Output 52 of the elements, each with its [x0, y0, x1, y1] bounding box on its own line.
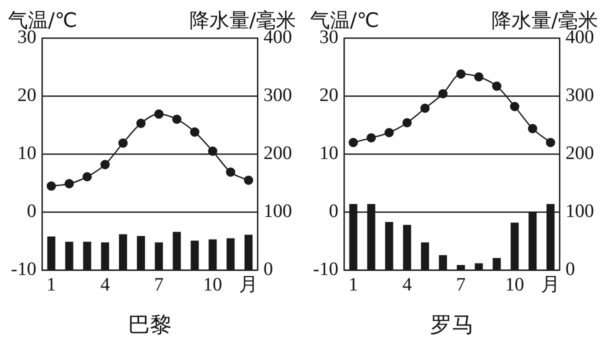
- point: [64, 179, 74, 188]
- point: [528, 124, 538, 134]
- point: [366, 133, 376, 142]
- y-tick-label: -10: [313, 259, 338, 280]
- y2-tick-label: 100: [566, 201, 594, 222]
- y2-tick-label: 100: [264, 201, 292, 222]
- point: [46, 181, 56, 191]
- y2-tick-label: 200: [264, 143, 292, 164]
- y-tick-label: 20: [319, 85, 338, 106]
- point: [510, 102, 520, 112]
- y-tick-label: 10: [17, 143, 36, 164]
- x-tick-label: 4: [402, 274, 412, 296]
- point: [474, 72, 484, 82]
- y2-tick-label: 300: [264, 85, 292, 106]
- y-tick-label: 10: [319, 143, 338, 164]
- point: [172, 114, 182, 124]
- point: [82, 172, 92, 182]
- x-tick-label: 1: [46, 274, 56, 296]
- point: [402, 118, 412, 128]
- x-tick-label: 月: [239, 274, 258, 296]
- y-tick-label: 0: [26, 201, 36, 222]
- point: [154, 109, 164, 119]
- y2-tick-label: 300: [566, 85, 594, 106]
- x-tick-label: 7: [456, 274, 466, 296]
- point: [136, 118, 146, 128]
- point: [348, 138, 358, 148]
- point: [438, 89, 448, 98]
- point: [100, 160, 110, 170]
- y2-tick-label: 200: [566, 143, 594, 164]
- text: 罗马: [430, 313, 474, 338]
- x-tick-label: 月: [541, 274, 560, 296]
- point: [384, 128, 394, 138]
- y-tick-label: 0: [328, 201, 338, 222]
- point: [226, 167, 236, 177]
- x-tick-label: 10: [203, 274, 222, 296]
- y-tick-label: -10: [11, 259, 36, 280]
- point: [492, 82, 502, 91]
- point: [208, 146, 218, 156]
- x-tick-label: 4: [100, 274, 110, 296]
- x-tick-label: 10: [505, 274, 524, 296]
- x-tick-label: 7: [154, 274, 164, 296]
- point: [190, 127, 200, 137]
- y2-tick-label: 0: [264, 259, 273, 280]
- x-tick-label: 1: [348, 274, 358, 296]
- point: [118, 138, 128, 148]
- point: [420, 104, 430, 113]
- y-tick-label: 20: [17, 85, 36, 106]
- y2-tick-label: 0: [566, 259, 575, 280]
- point: [546, 138, 556, 148]
- point: [244, 176, 254, 185]
- text: 巴黎: [128, 313, 172, 338]
- point: [456, 69, 466, 79]
